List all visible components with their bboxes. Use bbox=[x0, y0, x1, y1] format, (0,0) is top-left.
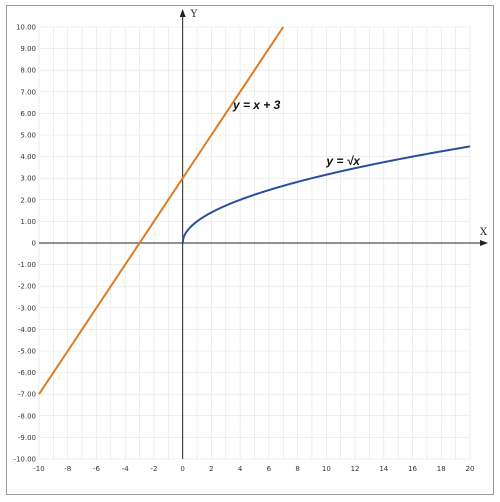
y-tick-label: 8.00 bbox=[20, 67, 36, 75]
x-tick-label: 10 bbox=[322, 465, 331, 473]
y-tick-label: 5.00 bbox=[20, 132, 36, 140]
y-tick-label: 2.00 bbox=[20, 196, 36, 204]
x-tick-label: -8 bbox=[64, 465, 71, 473]
series-line-sqrt bbox=[181, 145, 471, 244]
y-tick-label: -1.00 bbox=[18, 261, 36, 269]
label-sqrt: y = √x bbox=[325, 154, 361, 168]
x-tick-label: -10 bbox=[33, 465, 44, 473]
y-axis-arrow bbox=[179, 9, 186, 17]
x-tick-label: 14 bbox=[379, 465, 388, 473]
y-tick-label: 10.00 bbox=[16, 24, 36, 32]
x-tick-label: 20 bbox=[466, 465, 475, 473]
y-tick-label: -3.00 bbox=[18, 304, 36, 312]
y-axis-label: Y bbox=[190, 9, 198, 20]
y-tick-label: 1.00 bbox=[20, 218, 36, 226]
y-tick-label: 9.00 bbox=[20, 45, 36, 53]
x-tick-label: 6 bbox=[267, 465, 272, 473]
y-tick-label: -5.00 bbox=[18, 348, 36, 356]
y-tick-label: -7.00 bbox=[18, 391, 36, 399]
x-tick-label: -4 bbox=[122, 465, 130, 473]
x-tick-label: 2 bbox=[209, 465, 213, 473]
label-linear: y = x + 3 bbox=[232, 98, 281, 112]
y-tick-label: 4.00 bbox=[20, 153, 36, 161]
x-tick-label: 12 bbox=[351, 465, 360, 473]
y-tick-label: -9.00 bbox=[18, 434, 36, 442]
y-tick-label: 6.00 bbox=[20, 110, 36, 118]
x-tick-label: 16 bbox=[408, 465, 417, 473]
x-tick-label: -2 bbox=[150, 465, 157, 473]
y-tick-label: -10.00 bbox=[13, 456, 36, 464]
y-tick-label: -6.00 bbox=[18, 369, 36, 377]
y-tick-label: 7.00 bbox=[20, 88, 36, 96]
x-axis-label: X bbox=[480, 227, 488, 238]
y-tick-label: 3.00 bbox=[20, 175, 36, 183]
x-tick-label: -6 bbox=[93, 465, 101, 473]
x-tick-label: 0 bbox=[180, 465, 184, 473]
x-tick-label: 8 bbox=[295, 465, 299, 473]
series-line-linear bbox=[38, 26, 285, 395]
y-tick-label: -4.00 bbox=[18, 326, 36, 334]
y-tick-label: 0 bbox=[32, 240, 36, 248]
x-tick-label: 18 bbox=[437, 465, 446, 473]
x-axis-arrow bbox=[480, 240, 488, 246]
y-tick-label: -2.00 bbox=[18, 283, 36, 291]
y-tick-label: -8.00 bbox=[18, 412, 36, 420]
x-tick-label: 4 bbox=[238, 465, 243, 473]
